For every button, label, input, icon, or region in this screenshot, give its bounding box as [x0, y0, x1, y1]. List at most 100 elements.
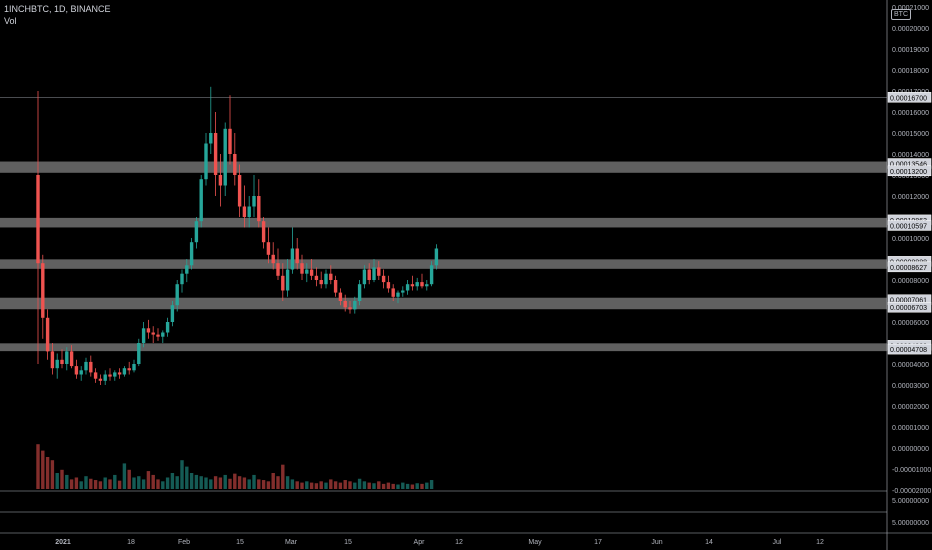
candle[interactable]	[189, 238, 194, 270]
candle[interactable]	[127, 361, 131, 375]
candle[interactable]	[314, 267, 319, 287]
candle[interactable]	[69, 345, 74, 369]
candle[interactable]	[415, 277, 419, 291]
candle[interactable]	[348, 301, 352, 314]
candle[interactable]	[117, 368, 122, 379]
volume-bar	[319, 481, 323, 489]
candle[interactable]	[257, 179, 261, 228]
candle[interactable]	[156, 328, 160, 341]
currency-badge[interactable]: BTC	[891, 9, 911, 20]
candle[interactable]	[175, 280, 179, 312]
candle[interactable]	[319, 271, 323, 289]
candle[interactable]	[74, 359, 79, 379]
candle[interactable]	[338, 288, 343, 306]
candle[interactable]	[228, 95, 232, 165]
candle[interactable]	[165, 317, 170, 337]
candle[interactable]	[372, 259, 376, 283]
candle-body	[84, 361, 88, 371]
candle[interactable]	[377, 261, 381, 280]
candle[interactable]	[204, 133, 208, 186]
candle[interactable]	[132, 359, 136, 373]
candle[interactable]	[233, 133, 237, 186]
candle[interactable]	[79, 366, 83, 381]
candle[interactable]	[324, 269, 328, 289]
candle[interactable]	[60, 349, 64, 369]
candle[interactable]	[36, 91, 40, 364]
candle[interactable]	[55, 353, 59, 379]
candle-body	[372, 267, 376, 280]
candle[interactable]	[381, 269, 386, 289]
candle[interactable]	[50, 343, 55, 375]
candle[interactable]	[161, 330, 165, 343]
candle[interactable]	[290, 227, 295, 274]
candle[interactable]	[271, 242, 275, 270]
candle[interactable]	[122, 366, 127, 377]
candle[interactable]	[137, 338, 141, 367]
candle[interactable]	[45, 309, 50, 360]
candle[interactable]	[367, 263, 371, 285]
candle[interactable]	[194, 217, 199, 249]
candle[interactable]	[247, 196, 251, 228]
time-axis[interactable]: 2021 18 Feb 15 Mar 15 Apr 12 May 17 Jun 14 Jul 12	[55, 539, 824, 546]
candle[interactable]	[170, 301, 175, 327]
candle-body	[146, 328, 151, 333]
candle[interactable]	[113, 370, 117, 381]
candle[interactable]	[295, 238, 299, 270]
candle[interactable]	[405, 280, 410, 295]
price-label: 0.00004708	[887, 343, 932, 355]
candle[interactable]	[209, 86, 213, 154]
volume-bar	[165, 477, 170, 489]
candle[interactable]	[65, 347, 69, 371]
candle[interactable]	[401, 286, 405, 297]
volume-bar	[69, 479, 74, 489]
candle[interactable]	[223, 122, 227, 197]
symbol-line[interactable]: 1INCHBTC, 1D, BINANCE	[4, 4, 111, 14]
candle[interactable]	[329, 265, 333, 285]
candle[interactable]	[362, 265, 367, 289]
candlestick-series[interactable]	[36, 86, 439, 386]
candle[interactable]	[103, 370, 107, 385]
candle[interactable]	[98, 374, 103, 386]
candle[interactable]	[305, 263, 309, 283]
candle[interactable]	[285, 259, 290, 297]
candle[interactable]	[266, 227, 271, 264]
candle[interactable]	[242, 185, 247, 228]
candle[interactable]	[84, 357, 88, 375]
candle[interactable]	[429, 261, 434, 287]
candle[interactable]	[425, 280, 429, 291]
candle[interactable]	[93, 368, 98, 383]
volume-bar	[194, 474, 199, 489]
candle-body	[141, 328, 146, 343]
candle[interactable]	[141, 322, 146, 348]
candle[interactable]	[276, 248, 280, 281]
candle[interactable]	[333, 275, 338, 297]
candle[interactable]	[146, 319, 151, 339]
candle[interactable]	[261, 217, 266, 249]
candle[interactable]	[434, 244, 439, 270]
candle[interactable]	[420, 273, 424, 289]
candle[interactable]	[185, 259, 189, 283]
candle[interactable]	[353, 296, 357, 314]
candle-body	[276, 263, 280, 276]
candle[interactable]	[396, 290, 400, 304]
candle[interactable]	[237, 164, 242, 218]
candle[interactable]	[252, 175, 256, 217]
candle[interactable]	[213, 112, 218, 196]
candle[interactable]	[180, 269, 184, 293]
candle[interactable]	[309, 259, 314, 280]
candle[interactable]	[281, 263, 285, 301]
volume-label[interactable]: Vol	[4, 16, 17, 26]
candle[interactable]	[343, 294, 347, 312]
candle[interactable]	[357, 280, 362, 306]
candle[interactable]	[218, 154, 223, 207]
candle[interactable]	[41, 254, 45, 339]
candle[interactable]	[199, 175, 203, 228]
candle[interactable]	[89, 355, 93, 377]
candle[interactable]	[386, 275, 391, 293]
candle[interactable]	[108, 368, 112, 381]
candle[interactable]	[151, 326, 155, 343]
candle[interactable]	[410, 275, 415, 291]
candle[interactable]	[300, 254, 304, 280]
candle[interactable]	[391, 284, 395, 301]
